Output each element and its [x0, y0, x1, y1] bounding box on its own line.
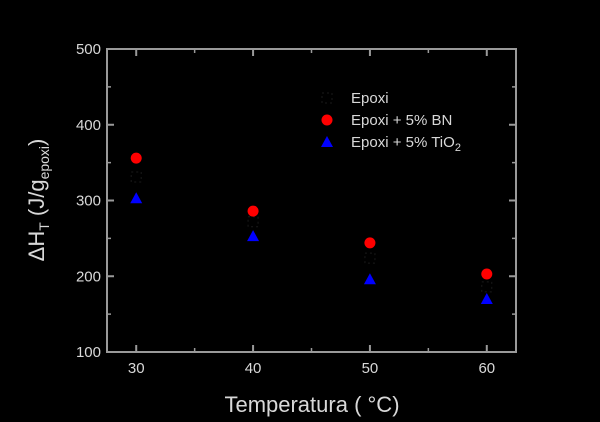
legend-label: Epoxi + 5% BN: [351, 112, 452, 129]
x-axis-ticks: 30 40 50 60: [128, 49, 495, 377]
data-point-square: [247, 216, 259, 228]
y-tick-label: 300: [76, 193, 101, 210]
legend-marker-circle: [321, 114, 333, 126]
y-axis-title-unit: (J/g: [24, 179, 49, 222]
y-tick-label: 500: [76, 41, 101, 58]
x-axis-title: Temperatura ( °C): [224, 392, 399, 417]
data-point-square: [364, 252, 376, 264]
x-tick-label: 40: [245, 360, 262, 377]
data-point-square: [130, 171, 142, 183]
y-axis-ticks: 100 200 300 400 500: [76, 41, 516, 361]
data-point-triangle: [130, 192, 143, 204]
legend-marker-square: [321, 92, 333, 104]
data-points: [130, 152, 493, 304]
y-axis-title-main: ΔH: [24, 231, 49, 262]
data-point-circle: [130, 152, 142, 164]
data-point-square: [481, 281, 493, 293]
legend: Epoxi Epoxi + 5% BN Epoxi + 5% TiO2: [321, 90, 461, 154]
data-point-circle: [247, 205, 259, 217]
y-axis-title-close: ): [24, 139, 49, 146]
legend-marker-triangle: [321, 136, 333, 147]
svg-text:ΔHT (J/gepoxi): ΔHT (J/gepoxi): [24, 139, 52, 262]
data-point-circle: [364, 237, 376, 249]
y-tick-label: 100: [76, 344, 101, 361]
y-tick-label: 400: [76, 117, 101, 134]
x-tick-label: 30: [128, 360, 145, 377]
data-point-triangle: [247, 230, 260, 242]
y-axis-title-unit-sub: epoxi: [36, 146, 52, 179]
plot-border: [106, 48, 517, 353]
data-point-triangle: [480, 292, 493, 304]
legend-label: Epoxi + 5% TiO2: [351, 134, 461, 154]
x-tick-label: 60: [478, 360, 495, 377]
y-tick-label: 200: [76, 268, 101, 285]
plot-frame: [106, 48, 517, 353]
data-point-circle: [481, 268, 493, 280]
legend-label: Epoxi: [351, 90, 389, 107]
data-point-triangle: [363, 273, 376, 285]
x-tick-label: 50: [362, 360, 379, 377]
y-axis-title: ΔHT (J/gepoxi): [24, 139, 52, 262]
y-axis-title-sub: T: [36, 222, 52, 231]
